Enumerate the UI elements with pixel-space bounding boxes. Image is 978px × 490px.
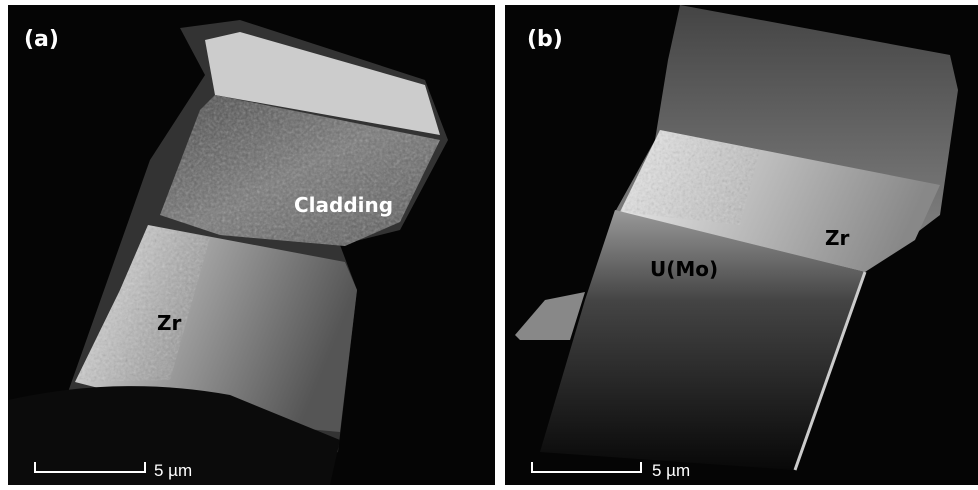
panel-b: (b) Zr U(Mo) 5 µm [505, 5, 978, 485]
annotation: Cladding [294, 193, 393, 217]
scale-bar-label: 5 µm [652, 461, 690, 480]
panel-a: (a) Cladding Zr 5 µm [8, 5, 495, 485]
annotation: U(Mo) [650, 257, 718, 281]
annotation: Zr [825, 226, 850, 250]
panel-label: (a) [24, 27, 59, 52]
figure: (a) Cladding Zr 5 µm (b) Zr U(Mo) 5 µm [0, 0, 978, 490]
scale-bar-label: 5 µm [154, 461, 192, 480]
annotation: Zr [157, 311, 182, 335]
panel-label: (b) [527, 27, 563, 52]
